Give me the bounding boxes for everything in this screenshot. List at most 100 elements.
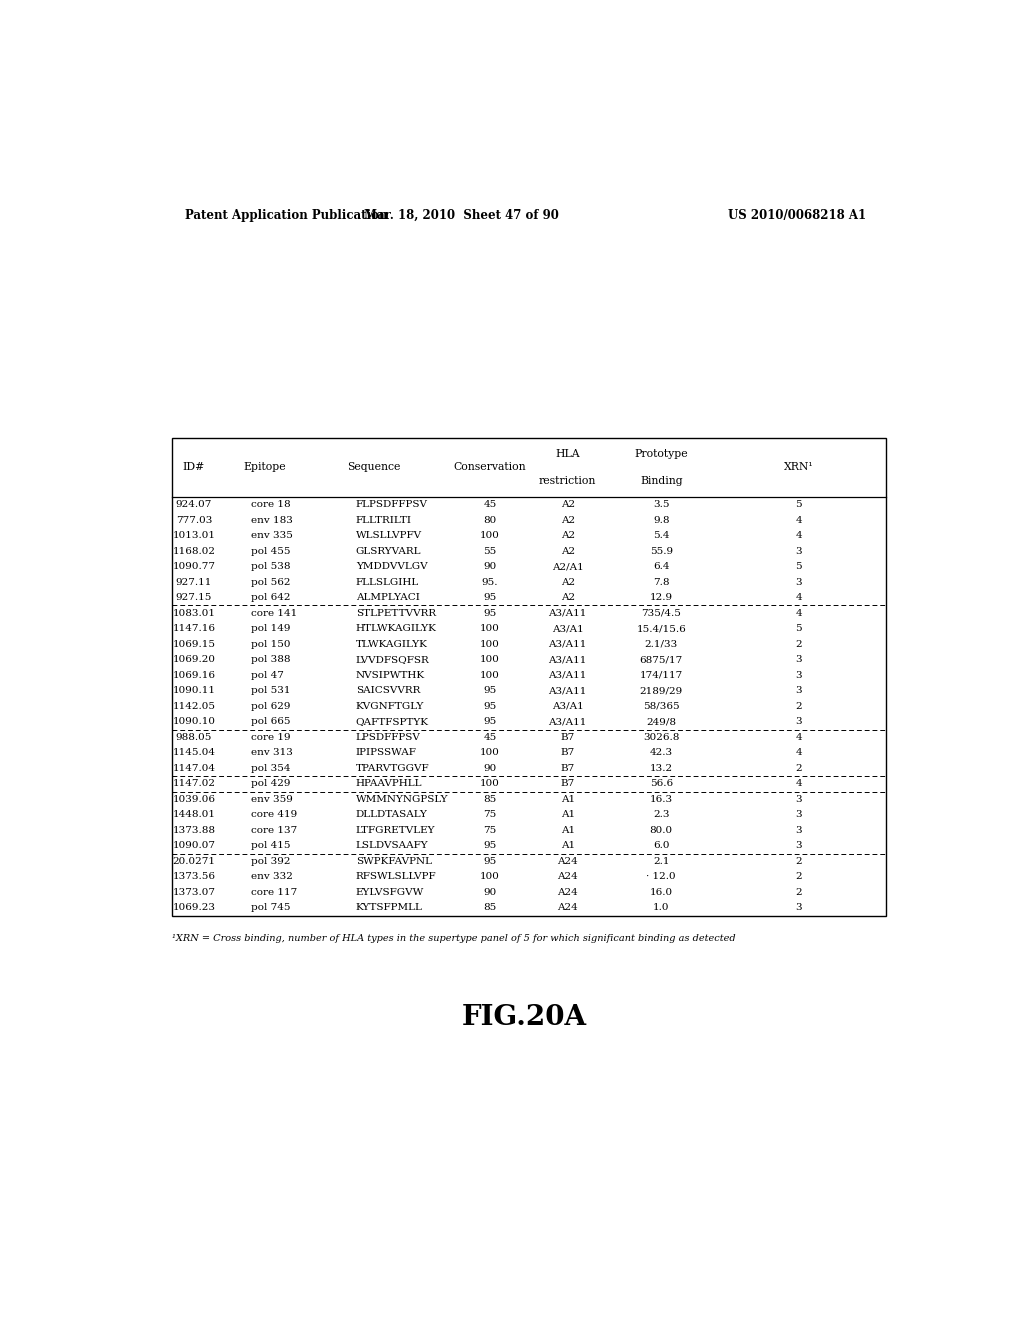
Text: 95: 95 xyxy=(483,857,497,866)
Text: 6.4: 6.4 xyxy=(653,562,670,572)
Text: 58/365: 58/365 xyxy=(643,702,680,710)
Text: 1069.20: 1069.20 xyxy=(172,655,215,664)
Text: pol 629: pol 629 xyxy=(251,702,291,710)
Text: 3: 3 xyxy=(796,903,802,912)
Text: 100: 100 xyxy=(480,671,500,680)
Text: 4: 4 xyxy=(796,779,802,788)
Text: B7: B7 xyxy=(560,764,574,772)
Text: 45: 45 xyxy=(483,733,497,742)
Text: 3026.8: 3026.8 xyxy=(643,733,680,742)
Text: 2: 2 xyxy=(796,857,802,866)
Text: pol 642: pol 642 xyxy=(251,593,291,602)
Text: 1373.07: 1373.07 xyxy=(172,888,215,896)
Text: A24: A24 xyxy=(557,873,578,882)
Text: A1: A1 xyxy=(560,810,574,820)
Text: WMMNYNGPSLY: WMMNYNGPSLY xyxy=(355,795,449,804)
Text: FLLSLGIHL: FLLSLGIHL xyxy=(355,578,419,586)
Text: core 19: core 19 xyxy=(251,733,291,742)
Text: 95: 95 xyxy=(483,593,497,602)
Text: TPARVTGGVF: TPARVTGGVF xyxy=(355,764,429,772)
Text: core 18: core 18 xyxy=(251,500,291,510)
Text: env 359: env 359 xyxy=(251,795,293,804)
Text: 1090.11: 1090.11 xyxy=(172,686,215,696)
Text: A3/A11: A3/A11 xyxy=(549,655,587,664)
Text: A24: A24 xyxy=(557,857,578,866)
Text: A3/A11: A3/A11 xyxy=(549,640,587,648)
Text: Sequence: Sequence xyxy=(347,462,400,473)
Text: 2.1/33: 2.1/33 xyxy=(645,640,678,648)
Text: 3: 3 xyxy=(796,546,802,556)
Text: 7.8: 7.8 xyxy=(653,578,670,586)
Text: 1069.16: 1069.16 xyxy=(172,671,215,680)
Text: 1069.23: 1069.23 xyxy=(172,903,215,912)
Text: pol 562: pol 562 xyxy=(251,578,291,586)
Text: 735/4.5: 735/4.5 xyxy=(641,609,681,618)
Text: 927.15: 927.15 xyxy=(176,593,212,602)
Text: Patent Application Publication: Patent Application Publication xyxy=(185,209,388,222)
Text: core 117: core 117 xyxy=(251,888,297,896)
Text: env 313: env 313 xyxy=(251,748,293,758)
Text: core 419: core 419 xyxy=(251,810,297,820)
Text: 75: 75 xyxy=(483,826,497,834)
Text: 2: 2 xyxy=(796,873,802,882)
Text: 3: 3 xyxy=(796,655,802,664)
Text: 1142.05: 1142.05 xyxy=(172,702,215,710)
Text: 90: 90 xyxy=(483,562,497,572)
Text: HLA: HLA xyxy=(555,449,580,459)
Text: FLPSDFFPSV: FLPSDFFPSV xyxy=(355,500,428,510)
Text: 2: 2 xyxy=(796,640,802,648)
Text: core 141: core 141 xyxy=(251,609,297,618)
Text: A2: A2 xyxy=(560,593,574,602)
Text: DLLDTASALY: DLLDTASALY xyxy=(355,810,428,820)
Text: 924.07: 924.07 xyxy=(176,500,212,510)
Text: 100: 100 xyxy=(480,873,500,882)
Text: ¹XRN = Cross binding, number of HLA types in the supertype panel of 5 for which : ¹XRN = Cross binding, number of HLA type… xyxy=(172,935,735,942)
Text: Mar. 18, 2010  Sheet 47 of 90: Mar. 18, 2010 Sheet 47 of 90 xyxy=(364,209,559,222)
Text: 80: 80 xyxy=(483,516,497,524)
Text: 1448.01: 1448.01 xyxy=(172,810,215,820)
Text: 2.1: 2.1 xyxy=(653,857,670,866)
Bar xyxy=(172,438,886,916)
Text: NVSIPWTHK: NVSIPWTHK xyxy=(355,671,425,680)
Text: 6.0: 6.0 xyxy=(653,841,670,850)
Text: A2: A2 xyxy=(560,546,574,556)
Text: 5: 5 xyxy=(796,624,802,634)
Text: KYTSFPMLL: KYTSFPMLL xyxy=(355,903,423,912)
Text: A2: A2 xyxy=(560,578,574,586)
Text: US 2010/0068218 A1: US 2010/0068218 A1 xyxy=(728,209,866,222)
Text: Prototype: Prototype xyxy=(635,449,688,459)
Text: 3: 3 xyxy=(796,578,802,586)
Text: env 335: env 335 xyxy=(251,531,293,540)
Text: 249/8: 249/8 xyxy=(646,717,676,726)
Text: A3/A11: A3/A11 xyxy=(549,671,587,680)
Text: 2.3: 2.3 xyxy=(653,810,670,820)
Text: 1083.01: 1083.01 xyxy=(172,609,215,618)
Text: 20.0271: 20.0271 xyxy=(172,857,215,866)
Text: 1039.06: 1039.06 xyxy=(172,795,215,804)
Text: 1069.15: 1069.15 xyxy=(172,640,215,648)
Text: 3: 3 xyxy=(796,826,802,834)
Text: 100: 100 xyxy=(480,748,500,758)
Text: 13.2: 13.2 xyxy=(650,764,673,772)
Text: env 183: env 183 xyxy=(251,516,293,524)
Text: 100: 100 xyxy=(480,640,500,648)
Text: env 332: env 332 xyxy=(251,873,293,882)
Text: Epitope: Epitope xyxy=(243,462,286,473)
Text: 3: 3 xyxy=(796,795,802,804)
Text: TLWKAGILYK: TLWKAGILYK xyxy=(355,640,428,648)
Text: 2189/29: 2189/29 xyxy=(640,686,683,696)
Text: 4: 4 xyxy=(796,516,802,524)
Text: A3/A11: A3/A11 xyxy=(549,717,587,726)
Text: 5: 5 xyxy=(796,500,802,510)
Text: 2: 2 xyxy=(796,888,802,896)
Text: 1147.16: 1147.16 xyxy=(172,624,215,634)
Text: 90: 90 xyxy=(483,888,497,896)
Text: 45: 45 xyxy=(483,500,497,510)
Text: 2: 2 xyxy=(796,702,802,710)
Text: A3/A11: A3/A11 xyxy=(549,609,587,618)
Text: LPSDFFPSV: LPSDFFPSV xyxy=(355,733,421,742)
Text: 4: 4 xyxy=(796,733,802,742)
Text: 3: 3 xyxy=(796,686,802,696)
Text: core 137: core 137 xyxy=(251,826,297,834)
Text: LTFGRETVLEY: LTFGRETVLEY xyxy=(355,826,435,834)
